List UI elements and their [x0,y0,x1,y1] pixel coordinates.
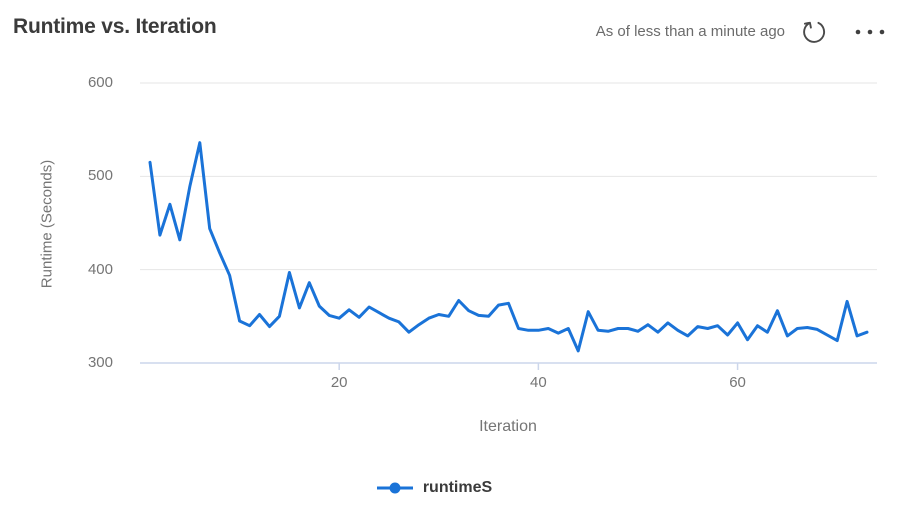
refresh-button[interactable] [798,15,830,47]
y-tick-label: 400 [87,260,113,278]
line-chart-plot-area[interactable]: Runtime (Seconds) Iteration 300 400 500 600… [0,0,914,460]
legend-label: runtimeS [422,479,493,496]
as-of-text: As of less than a minute ago [595,23,785,40]
ellipsis-icon [855,29,885,35]
more-options-button[interactable] [850,24,890,40]
legend: runtimeS [0,479,891,497]
line-chart-canvas [140,82,877,370]
x-tick-label: 20 [330,374,348,391]
chart-title: Runtime vs. Iteration [13,15,217,38]
legend-item[interactable]: runtimeS [376,479,492,497]
x-axis-title: Iteration [479,418,537,435]
x-tick-label: 40 [530,374,547,391]
x-tick-label: 60 [729,374,746,391]
legend-marker-icon [376,482,413,494]
y-tick-label: 300 [87,354,113,371]
refresh-icon [803,21,825,43]
y-tick-label: 600 [87,74,113,91]
y-tick-label: 500 [87,167,113,185]
